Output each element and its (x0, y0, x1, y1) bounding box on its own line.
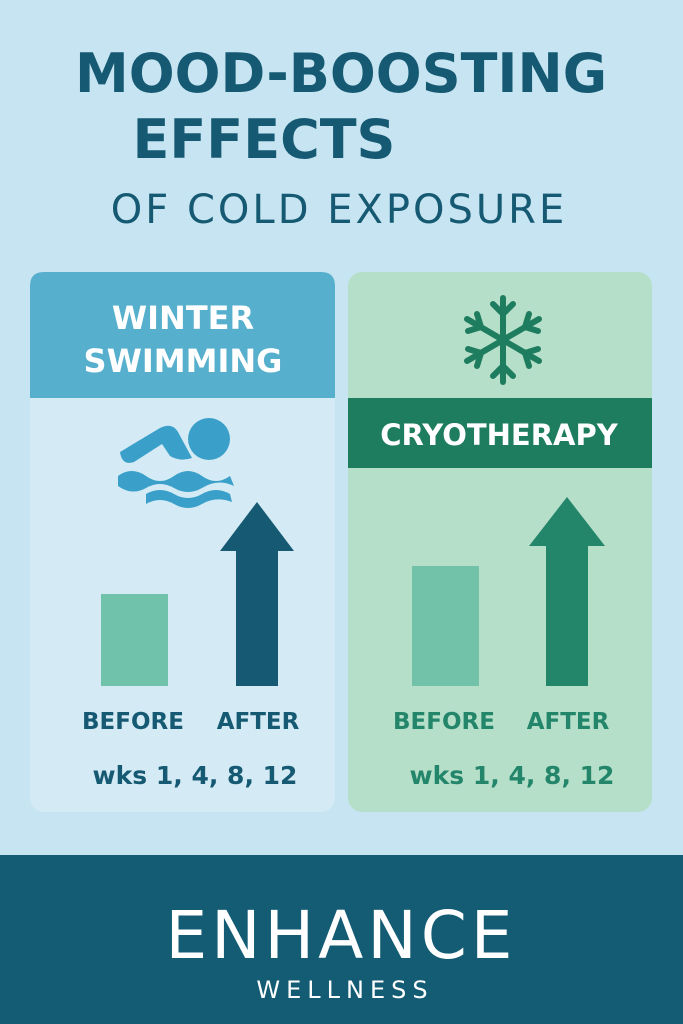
panel-winter-swimming: WINTER SWIMMING BEFORE AFTER wks 1, 4, 8… (30, 272, 335, 812)
after-label: AFTER (527, 709, 610, 735)
before-bar (412, 566, 479, 686)
brand: ENHANCE (165, 897, 516, 974)
after-arrow (220, 502, 294, 686)
weeks-note: wks 1, 4, 8, 12 (93, 761, 298, 790)
weeks-note: wks 1, 4, 8, 12 (410, 761, 615, 790)
title-line: EFFECTS (133, 108, 396, 171)
after-label: AFTER (217, 709, 300, 735)
panel-title: WINTER (112, 299, 254, 337)
subtitle: OF COLD EXPOSURE (111, 187, 567, 233)
before-label: BEFORE (82, 709, 184, 735)
footer (0, 855, 683, 1024)
swimmer-icon (118, 418, 234, 508)
snowflake-icon (464, 295, 542, 385)
title-line: MOOD-BOOSTING (75, 42, 607, 105)
panel-title: CRYOTHERAPY (380, 418, 619, 452)
tagline: WELLNESS (256, 976, 433, 1004)
panel-cryotherapy: CRYOTHERAPY BEFORE AFTER wks 1, 4, 8, 12 (348, 272, 652, 812)
panel-header (30, 272, 335, 398)
before-bar (101, 594, 168, 686)
after-arrow (529, 497, 605, 686)
panel-title: SWIMMING (84, 342, 283, 380)
panel-header (348, 398, 652, 468)
before-label: BEFORE (393, 709, 495, 735)
